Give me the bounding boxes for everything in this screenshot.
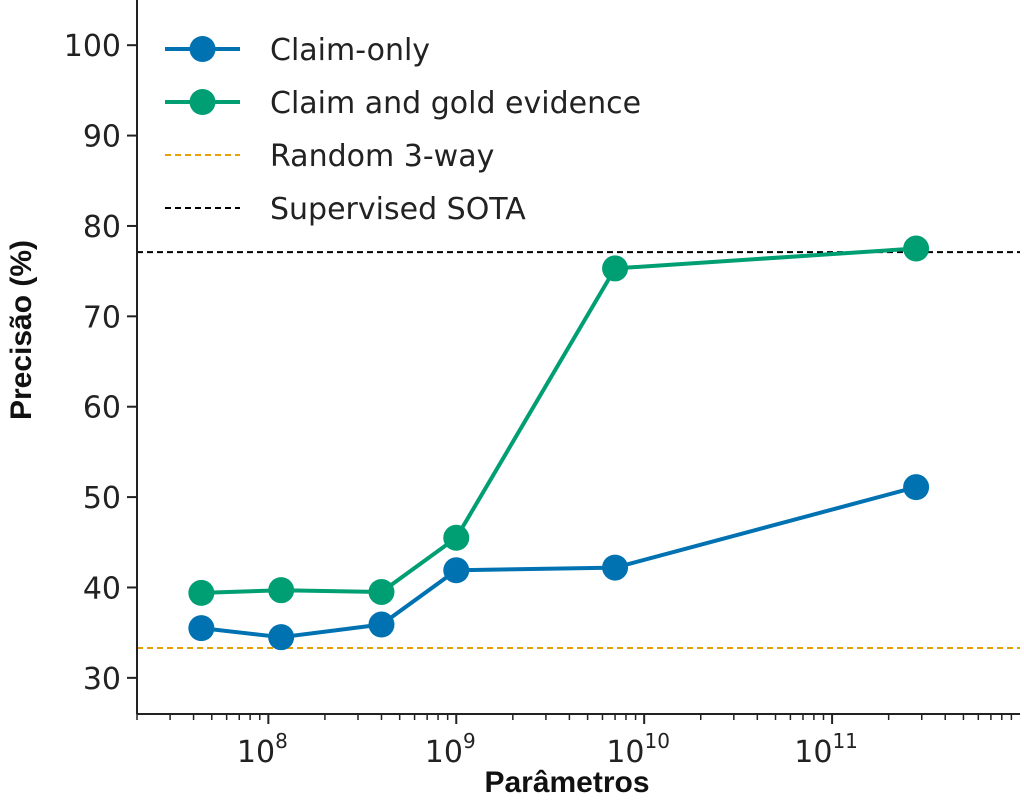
- x-tick-label: 1010: [606, 729, 670, 770]
- legend-label-claim-only: Claim-only: [270, 33, 430, 68]
- data-point-claim-and-gold-evidence: [903, 235, 930, 262]
- legend-marker-claim-and-gold-evidence: [189, 89, 216, 115]
- y-tick-label: 70: [83, 300, 121, 335]
- x-tick-label: 1011: [794, 729, 858, 770]
- data-point-claim-and-gold-evidence: [443, 524, 470, 551]
- legend-label-claim-and-gold-evidence: Claim and gold evidence: [270, 86, 641, 121]
- data-point-claim-only: [268, 624, 295, 651]
- x-tick-label: 108: [237, 729, 288, 770]
- y-tick-label: 80: [83, 210, 121, 245]
- data-point-claim-and-gold-evidence: [188, 579, 215, 606]
- y-tick-label: 60: [83, 391, 121, 426]
- data-point-claim-only: [443, 557, 470, 584]
- legend-label-supervised-sota: Supervised SOTA: [270, 192, 526, 227]
- y-tick-label: 40: [83, 571, 121, 606]
- data-point-claim-only: [368, 611, 395, 638]
- y-tick-label: 30: [83, 662, 121, 697]
- y-tick-label: 100: [64, 29, 121, 64]
- series-line-claim-only: [201, 485, 917, 640]
- x-tick-label: 109: [425, 729, 476, 770]
- data-point-claim-only: [602, 554, 629, 581]
- data-point-claim-and-gold-evidence: [268, 577, 295, 604]
- series-layer: [188, 235, 930, 651]
- y-axis-title: Precisão (%): [5, 240, 38, 420]
- legend-label-random-3-way: Random 3-way: [270, 139, 494, 174]
- legend: Claim-only Claim and gold evidence Random …: [165, 33, 641, 227]
- y-tick-label: 90: [83, 120, 121, 155]
- x-axis-title: Parâmetros: [484, 766, 649, 799]
- data-point-claim-only: [903, 474, 930, 501]
- data-point-claim-and-gold-evidence: [368, 578, 395, 605]
- series-line-claim-and-gold-evidence: [201, 246, 917, 595]
- data-point-claim-only: [188, 615, 215, 642]
- legend-marker-claim-only: [189, 36, 216, 62]
- data-point-claim-and-gold-evidence: [602, 255, 629, 282]
- y-tick-label: 50: [83, 481, 121, 516]
